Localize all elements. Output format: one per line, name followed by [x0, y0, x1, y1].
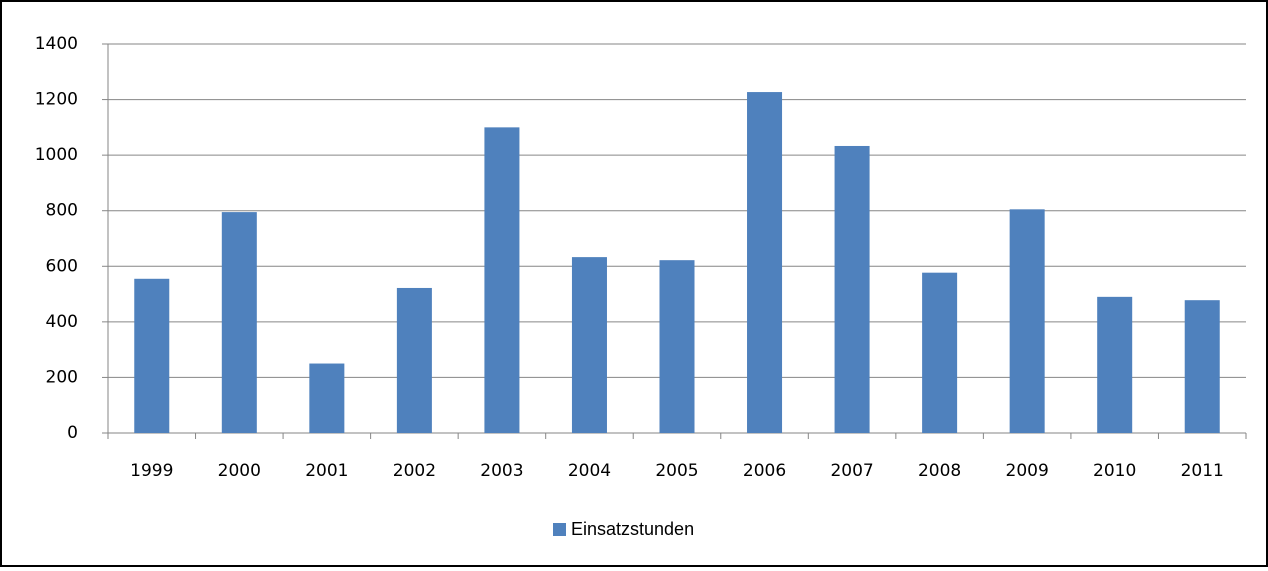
- y-tick-label: 1200: [35, 90, 78, 110]
- bar: [1097, 296, 1133, 433]
- y-tick-label: 800: [46, 201, 78, 221]
- x-tick-label: 2002: [393, 461, 436, 481]
- x-tick-label: 2006: [743, 461, 786, 481]
- bar: [747, 92, 783, 434]
- y-tick-label: 0: [67, 423, 78, 443]
- legend-label: Einsatzstunden: [571, 519, 694, 539]
- y-tick-label: 1000: [35, 145, 78, 165]
- x-tick-label: 2003: [480, 461, 523, 481]
- bar: [571, 257, 607, 433]
- bar: [396, 287, 432, 433]
- y-tick-label: 400: [46, 312, 78, 332]
- bar: [484, 127, 520, 433]
- bar: [221, 212, 257, 433]
- bar: [659, 260, 695, 433]
- y-tick-label: 600: [46, 256, 78, 276]
- x-tick-label: 2008: [918, 461, 961, 481]
- x-tick-label: 2005: [655, 461, 698, 481]
- x-tick-label: 2004: [568, 461, 611, 481]
- x-tick-label: 2001: [305, 461, 348, 481]
- bar: [1009, 209, 1045, 433]
- x-tick-label: 2000: [218, 461, 261, 481]
- bar: [134, 278, 170, 433]
- bar: [1184, 300, 1220, 433]
- x-tick-label: 2007: [830, 461, 873, 481]
- y-tick-label: 200: [46, 367, 78, 387]
- legend-swatch: [553, 523, 566, 536]
- bar: [309, 363, 345, 433]
- x-tick-label: 2011: [1181, 461, 1224, 481]
- bar: [922, 272, 958, 433]
- x-tick-label: 2010: [1093, 461, 1136, 481]
- bar: [834, 145, 870, 433]
- x-tick-label: 2009: [1006, 461, 1049, 481]
- x-tick-label: 1999: [130, 461, 173, 481]
- y-tick-label: 1400: [35, 34, 78, 54]
